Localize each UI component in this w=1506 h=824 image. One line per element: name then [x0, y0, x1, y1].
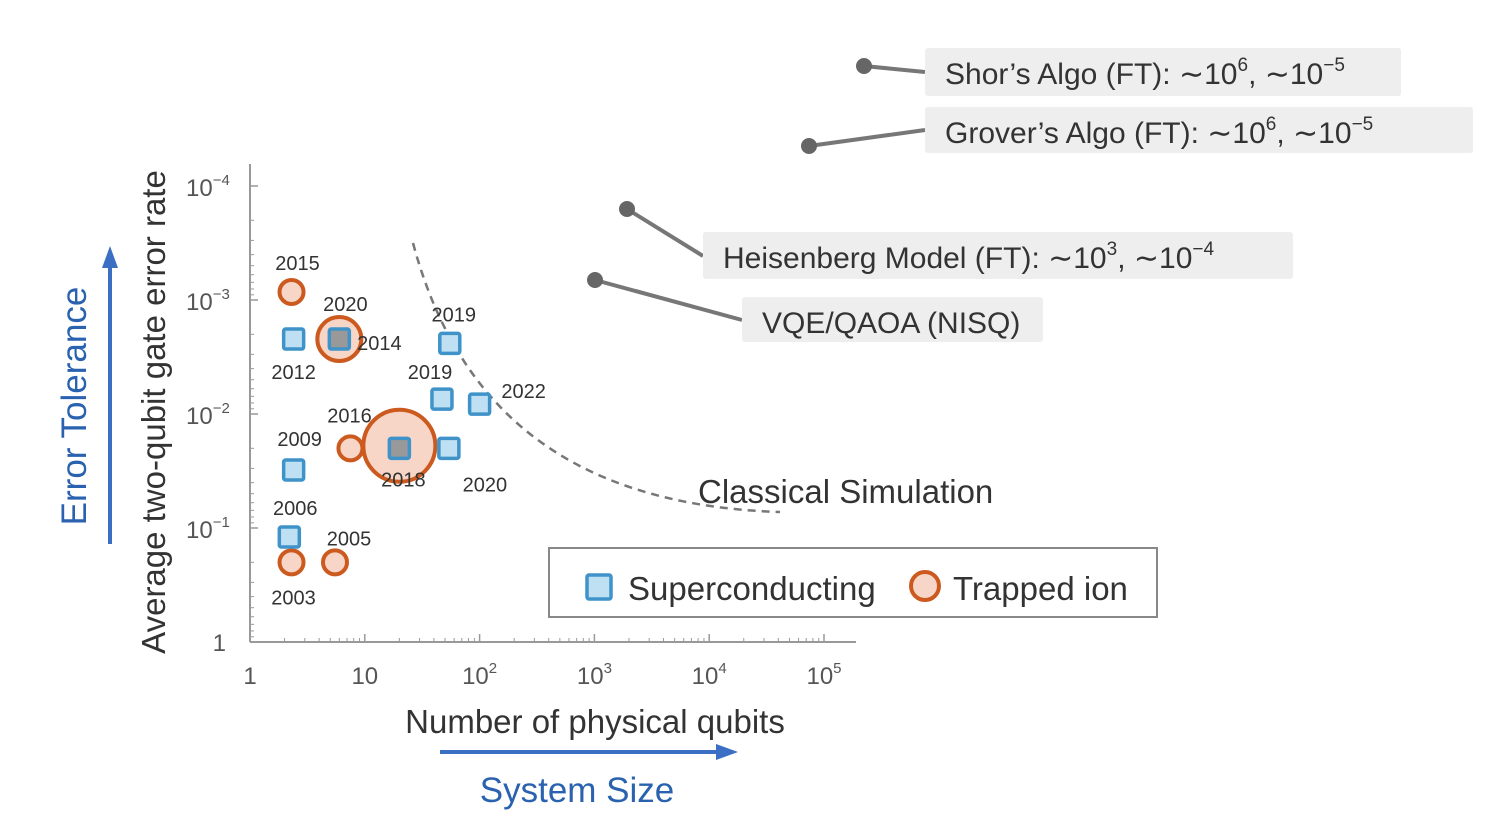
legend-superconducting-swatch	[585, 573, 613, 601]
superconducting-year-label: 2019	[432, 304, 477, 326]
y-tick-label: 10−2	[186, 400, 230, 430]
direction-arrows: Error Tolerance System Size	[55, 246, 738, 810]
y-tick-label: 10−4	[186, 172, 230, 202]
classical-simulation-curve	[411, 242, 781, 514]
legend-trapped-ion-swatch	[909, 570, 941, 602]
callout-text: Shor’s Algo (FT): ∼106, ∼10−5	[945, 55, 1345, 91]
system-size-arrow-head	[716, 744, 738, 760]
trapped-ion-year-label: 2005	[327, 528, 372, 550]
superconducting-year-label: 2006	[273, 498, 318, 520]
trapped-ion-year-label: 2016	[327, 405, 372, 427]
y-axis-title: Average two-qubit gate error rate	[135, 170, 172, 654]
legend-trapped-ion-label: Trapped ion	[953, 570, 1128, 607]
callout-dot	[856, 58, 872, 74]
superconducting-year-label: 2018	[381, 469, 426, 491]
superconducting-point	[438, 331, 462, 356]
callout-box	[925, 48, 1401, 96]
superconducting-point	[387, 436, 412, 461]
x-tick-label: 102	[462, 660, 497, 690]
error-tolerance-label: Error Tolerance	[55, 287, 94, 526]
superconducting-point	[430, 387, 454, 411]
trapped-ion-point	[277, 277, 306, 306]
y-tick-label: 10−3	[186, 286, 230, 316]
legend: Superconducting Trapped ion	[548, 547, 1158, 618]
callout-box	[742, 297, 1043, 342]
trapped-ion-point	[336, 434, 365, 463]
superconducting-year-label: 2022	[501, 381, 546, 403]
classical-simulation-label: Classical Simulation	[698, 473, 993, 510]
superconducting-year-label: 2019	[408, 362, 453, 384]
x-axis-title: Number of physical qubits	[405, 703, 785, 740]
x-tick-label: 10	[351, 663, 378, 690]
trapped-ion-point	[277, 548, 306, 577]
callout-dot	[801, 138, 817, 154]
callout-dot	[619, 201, 635, 217]
plot-axes: 1 10 102 103 104 105 1 10−1 10−2 10−3 10−4 Number o…	[135, 164, 856, 740]
trapped-ion-point	[320, 548, 349, 577]
x-tick-label: 105	[806, 660, 841, 690]
x-tick-label: 103	[577, 660, 612, 690]
superconducting-point	[467, 392, 492, 416]
x-tick-label: 104	[692, 660, 727, 690]
trapped-ion-year-label: 2020	[323, 294, 368, 316]
trapped-ion-year-label: 2003	[271, 587, 316, 609]
superconducting-year-label: 2009	[277, 429, 322, 451]
callout-text: Heisenberg Model (FT): ∼103, ∼10−4	[723, 239, 1214, 275]
callout-dot	[587, 272, 603, 288]
superconducting-year-label: 2020	[463, 474, 508, 496]
superconducting-point	[277, 525, 302, 549]
callout-leader	[808, 128, 926, 148]
y-tick-label: 10−1	[186, 514, 230, 544]
superconducting-point	[281, 327, 306, 351]
error-tolerance-arrow-head	[102, 246, 118, 268]
legend-box	[548, 547, 1158, 618]
data-points: 2015202020162003200520122014201920192022…	[271, 253, 546, 609]
superconducting-point	[327, 327, 352, 351]
algorithm-callouts: Shor’s Algo (FT): ∼106, ∼10−5 Grover’s Al…	[587, 48, 1473, 342]
callout-box	[703, 232, 1293, 279]
callout-box	[925, 107, 1473, 153]
callout-leader	[594, 278, 743, 322]
classical-simulation-boundary: Classical Simulation	[411, 242, 993, 514]
callout-text: VQE/QAOA (NISQ)	[762, 307, 1020, 340]
superconducting-point	[437, 436, 461, 461]
superconducting-point	[281, 458, 306, 482]
y-tick-label: 1	[213, 630, 226, 657]
callout-text: Grover’s Algo (FT): ∼106, ∼10−5	[945, 114, 1373, 150]
trapped-ion-year-label: 2015	[275, 253, 320, 275]
callout-leader	[863, 64, 926, 74]
callout-leader	[625, 207, 705, 258]
superconducting-year-label: 2012	[271, 362, 316, 384]
x-tick-label: 1	[243, 663, 256, 690]
legend-superconducting-label: Superconducting	[628, 570, 876, 607]
system-size-label: System Size	[480, 771, 675, 810]
superconducting-year-label: 2014	[357, 333, 402, 355]
